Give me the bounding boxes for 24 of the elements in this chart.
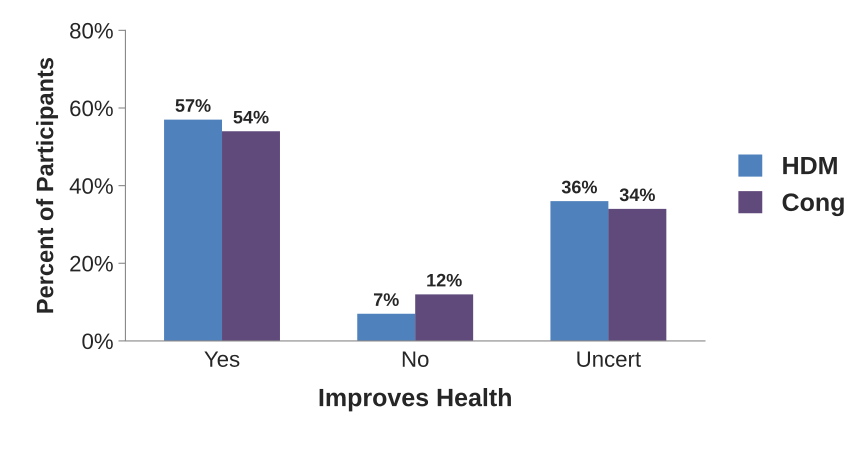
y-tick-label: 40% — [70, 178, 113, 194]
data-label: 54% — [233, 110, 269, 124]
bar — [164, 120, 222, 341]
bar — [550, 201, 608, 341]
legend-label: Cong — [782, 193, 844, 216]
bar — [608, 208, 666, 341]
x-tick-label: Uncert — [577, 351, 641, 367]
legend-label: HDM — [783, 156, 837, 174]
x-axis-title: Improves Health — [320, 388, 511, 412]
x-tick-label: Yes — [204, 351, 240, 367]
data-label: 34% — [620, 188, 655, 202]
data-label: 36% — [562, 180, 597, 194]
y-tick-label: 20% — [70, 256, 113, 272]
data-label: 57% — [176, 99, 211, 112]
data-label: 12% — [427, 274, 462, 287]
y-tick-label: 60% — [70, 100, 113, 116]
y-tick-label: 80% — [70, 22, 113, 39]
data-label: 7% — [374, 293, 399, 306]
bar — [357, 314, 416, 341]
y-axis-title: Percent of Participants — [36, 58, 58, 313]
bar — [415, 294, 474, 341]
bar — [222, 131, 280, 341]
y-tick-label: 0% — [82, 333, 113, 350]
x-tick-label: No — [402, 351, 428, 367]
